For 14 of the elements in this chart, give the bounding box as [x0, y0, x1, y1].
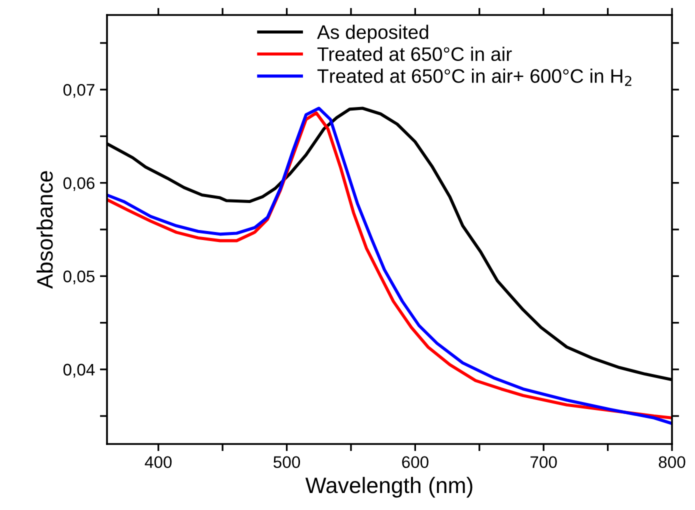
y-tick-label: 0,07 [63, 84, 94, 98]
legend-label: Treated at 650°C in air [317, 46, 512, 62]
y-tick-label: 0,06 [63, 177, 94, 192]
x-tick-label: 600 [402, 456, 428, 468]
x-axis-title: Wavelength (nm) [305, 476, 472, 498]
y-axis-title: Absorbance [36, 171, 53, 289]
x-tick-label: 500 [274, 456, 300, 468]
legend-label: Treated at 650°C in air+ 600°C in H$_{2}$ [317, 68, 632, 86]
x-tick-label: 400 [144, 456, 172, 468]
x-tick-label: 800 [658, 456, 686, 468]
x-tick-label: 700 [530, 456, 557, 468]
legend-label: As deposited [317, 24, 428, 43]
y-tick-label: 0,04 [63, 364, 95, 378]
y-tick-label: 0,05 [63, 270, 94, 284]
